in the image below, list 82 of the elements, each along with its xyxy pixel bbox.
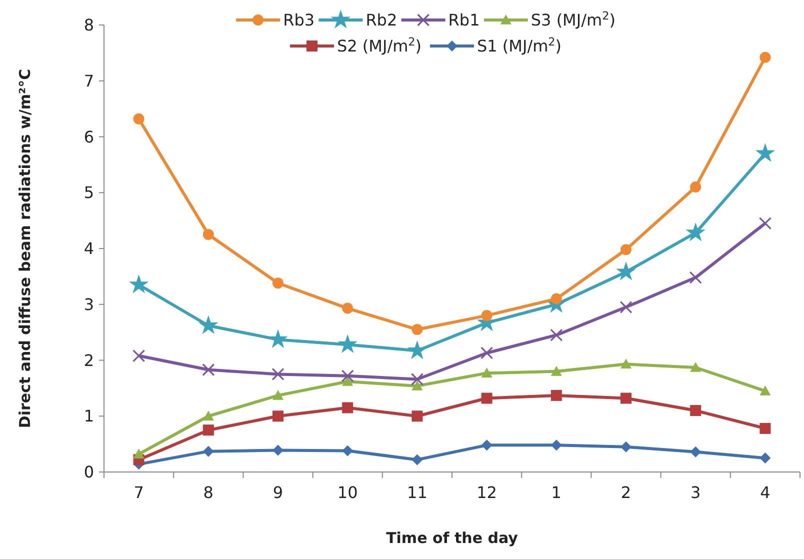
point [272, 410, 284, 422]
point [686, 222, 706, 242]
point [128, 274, 149, 294]
y-tick-label: 8 [84, 16, 94, 35]
y-tick-label: 3 [84, 294, 94, 314]
y-tick-label: 1 [84, 406, 94, 426]
point [550, 440, 562, 451]
point [620, 441, 632, 452]
point [272, 278, 284, 289]
point [760, 385, 771, 396]
y-tick-label: 2 [84, 350, 94, 370]
y-tick-label: 6 [84, 127, 94, 146]
point [412, 454, 423, 466]
point [760, 452, 771, 464]
point [202, 363, 215, 376]
legend-label: S3 (MJ/m$^{2}$) [530, 9, 616, 30]
point [480, 346, 494, 360]
point [690, 362, 702, 372]
x-tick-label: 3 [690, 483, 701, 502]
point [268, 329, 288, 348]
y-tick-label: 4 [84, 239, 94, 258]
point [620, 300, 632, 314]
point [202, 424, 214, 436]
point [620, 392, 632, 404]
point [412, 410, 423, 422]
point [620, 244, 632, 256]
point [616, 262, 636, 280]
point [132, 349, 146, 362]
point [272, 368, 284, 381]
point [760, 52, 771, 63]
y-tick-label: 0 [84, 462, 94, 482]
point [202, 229, 214, 240]
x-tick-label: 12 [476, 483, 497, 502]
point [342, 402, 354, 414]
legend-label: S2 (MJ/m$^{2}$) [337, 35, 422, 56]
point [341, 370, 354, 382]
point [758, 217, 772, 230]
x-axis-title: Time of the day [386, 529, 518, 547]
x-tick-label: 1 [551, 483, 562, 502]
point [620, 358, 632, 369]
point [198, 315, 218, 334]
x-tick-label: 4 [760, 483, 770, 502]
point [690, 405, 702, 416]
point [550, 328, 563, 342]
point [550, 293, 562, 304]
legend-label: Rb3 [283, 10, 315, 30]
point [338, 334, 358, 354]
y-tick-label: 7 [84, 71, 94, 90]
point [550, 390, 562, 401]
point [690, 182, 702, 193]
point [550, 366, 562, 376]
point [689, 271, 702, 284]
y-axis-title: Direct and diffuse beam radiations w/m²°C [16, 68, 34, 428]
point [342, 376, 354, 386]
point [481, 440, 492, 451]
point [342, 302, 354, 314]
point [202, 410, 214, 421]
point [133, 448, 144, 459]
legend-label: Rb1 [448, 10, 480, 30]
point [410, 372, 424, 386]
point [755, 143, 776, 162]
point [412, 380, 423, 390]
legend-label: Rb2 [366, 10, 398, 30]
x-tick-label: 11 [407, 483, 428, 502]
point [202, 446, 214, 457]
point [481, 392, 492, 404]
point [272, 444, 284, 456]
legend-label: S1 (MJ/m$^{2}$) [477, 35, 562, 56]
x-tick-label: 8 [203, 483, 214, 502]
point [342, 445, 354, 456]
x-tick-label: 10 [337, 483, 358, 502]
point [272, 390, 284, 400]
point [412, 324, 423, 336]
x-tick-label: 7 [134, 483, 144, 502]
point [481, 368, 492, 378]
point [690, 446, 702, 458]
x-tick-label: 2 [620, 483, 632, 502]
y-tick-label: 5 [84, 183, 94, 202]
point [133, 113, 144, 124]
point [760, 422, 771, 434]
point [481, 310, 492, 322]
x-tick-label: 9 [272, 483, 284, 502]
